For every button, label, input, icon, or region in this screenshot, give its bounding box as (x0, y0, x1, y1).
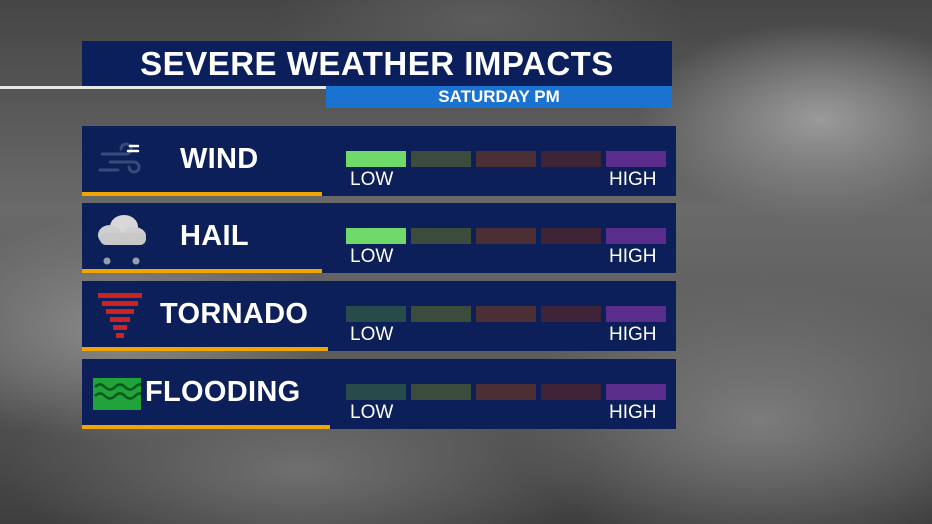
impact-scale (346, 228, 666, 244)
impact-row-wind: WIND LOW HIGH (82, 126, 676, 196)
scale-segment-5 (606, 151, 666, 167)
scale-segment-4 (541, 228, 601, 244)
scale-low-label: LOW (350, 402, 394, 423)
hazard-label: HAIL (180, 220, 249, 252)
hazard-label: WIND (180, 143, 259, 175)
scale-segment-1 (346, 306, 406, 322)
scale-high-label: HIGH (609, 169, 657, 190)
scale-segment-3 (476, 151, 536, 167)
impact-row-flooding: FLOODING LOW HIGH (82, 359, 676, 429)
scale-segment-5 (606, 228, 666, 244)
scale-low-label: LOW (350, 324, 394, 345)
scale-segment-1 (346, 151, 406, 167)
row-accent-stripe (82, 347, 328, 351)
scale-segment-3 (476, 384, 536, 400)
impact-row-tornado: TORNADO LOW HIGH (82, 281, 676, 351)
row-accent-stripe (82, 425, 330, 429)
hazard-label: TORNADO (160, 298, 309, 330)
scale-segment-2 (411, 151, 471, 167)
scale-segment-2 (411, 384, 471, 400)
scale-segment-5 (606, 306, 666, 322)
scale-high-label: HIGH (609, 246, 657, 267)
row-accent-stripe (82, 192, 322, 196)
graphic-subtitle: SATURDAY PM (326, 86, 672, 108)
impact-scale (346, 151, 666, 167)
impact-scale (346, 384, 666, 400)
scale-segment-4 (541, 384, 601, 400)
scale-low-label: LOW (350, 169, 394, 190)
scale-segment-5 (606, 384, 666, 400)
scale-high-label: HIGH (609, 324, 657, 345)
title-divider-line (0, 86, 330, 89)
scale-segment-1 (346, 228, 406, 244)
scale-segment-4 (541, 151, 601, 167)
scale-segment-2 (411, 228, 471, 244)
scale-segment-2 (411, 306, 471, 322)
scale-segment-3 (476, 228, 536, 244)
flood-waves-icon (93, 378, 146, 415)
tornado-icon (98, 291, 142, 346)
scale-segment-3 (476, 306, 536, 322)
wind-icon (98, 140, 144, 185)
scale-low-label: LOW (350, 246, 394, 267)
row-accent-stripe (82, 269, 322, 273)
scale-segment-1 (346, 384, 406, 400)
scale-high-label: HIGH (609, 402, 657, 423)
graphic-title: SEVERE WEATHER IMPACTS (82, 41, 672, 86)
scale-segment-4 (541, 306, 601, 322)
impact-row-hail: HAIL LOW HIGH (82, 203, 676, 273)
hazard-label: FLOODING (145, 376, 301, 408)
impact-scale (346, 306, 666, 322)
hail-cloud-icon (94, 209, 150, 272)
